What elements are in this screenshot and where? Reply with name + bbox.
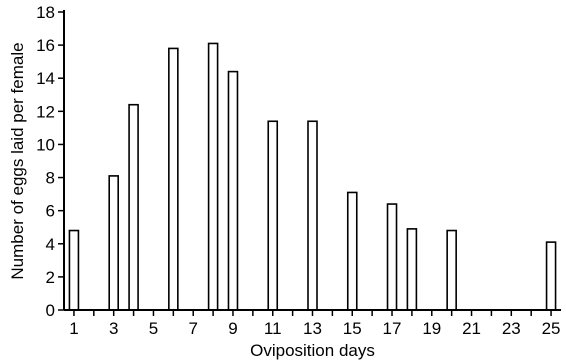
- bar-day-17: [386, 203, 398, 311]
- y-tick-label: 2: [46, 268, 55, 287]
- x-axis-ticks: 1 3 5 7 9 11 13 15 17 19 21 23 25: [69, 310, 561, 338]
- y-axis-ticks: 0 2 4 6 8 10 12 14 16 18: [36, 3, 64, 320]
- x-tick-label: 15: [343, 319, 362, 338]
- y-tick-label: 4: [46, 235, 55, 254]
- y-tick-label: 14: [36, 69, 55, 88]
- x-tick-label: 17: [383, 319, 402, 338]
- x-tick-label: 9: [228, 319, 237, 338]
- x-tick-label: 25: [542, 319, 561, 338]
- x-tick-label: 1: [69, 319, 78, 338]
- bar-day-3: [108, 175, 119, 311]
- y-tick-label: 10: [36, 135, 55, 154]
- bar-day-4: [128, 103, 139, 311]
- y-tick-label: 18: [36, 3, 55, 22]
- y-axis-title: Number of eggs laid per female: [8, 42, 27, 279]
- x-tick-label: 19: [422, 319, 441, 338]
- y-tick-label: 8: [46, 169, 55, 188]
- x-tick-label: 23: [502, 319, 521, 338]
- bar-day-11: [267, 120, 279, 311]
- x-axis-title: Oviposition days: [250, 341, 375, 360]
- y-tick-label: 12: [36, 102, 55, 121]
- bar-day-13: [307, 120, 318, 311]
- x-tick-label: 21: [462, 319, 481, 338]
- bar-day-1: [68, 229, 80, 311]
- y-tick-label: 6: [46, 202, 55, 221]
- x-tick-label: 7: [188, 319, 197, 338]
- y-tick-label: 16: [36, 36, 55, 55]
- bar-day-25: [545, 241, 557, 311]
- bar-day-15: [346, 191, 358, 311]
- bar-day-6: [168, 47, 179, 311]
- bar-day-8: [207, 42, 219, 311]
- x-tick-label: 3: [109, 319, 118, 338]
- x-tick-label: 13: [303, 319, 322, 338]
- bars: [68, 42, 557, 311]
- bar-day-20: [446, 229, 457, 311]
- y-tick-label: 0: [46, 301, 55, 320]
- x-tick-label: 5: [149, 319, 158, 338]
- bar-day-18: [406, 228, 418, 311]
- bar-day-9: [227, 70, 239, 311]
- x-tick-label: 11: [264, 319, 282, 338]
